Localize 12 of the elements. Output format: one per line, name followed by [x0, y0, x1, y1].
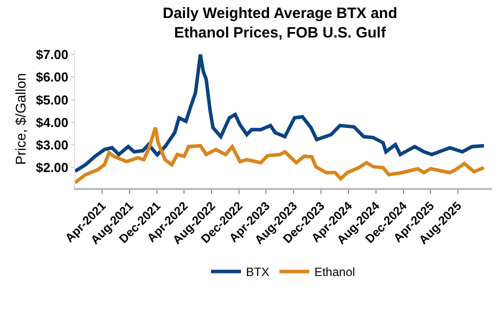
- legend-label: Ethanol: [314, 265, 356, 280]
- chart-title: Daily Weighted Average BTX and Ethanol Prices, FOB U.S. Gulf: [162, 5, 398, 42]
- y-axis-title: Price, $/Gallon: [12, 73, 28, 165]
- y-tick-label: $2.00: [36, 160, 68, 176]
- line-series: [75, 52, 486, 174]
- line-series: [75, 126, 486, 184]
- y-tick-label: $7.00: [36, 47, 68, 62]
- y-tick-label: $4.00: [36, 114, 68, 130]
- legend-label: BTX: [246, 265, 270, 280]
- y-tick-label: $6.00: [36, 70, 68, 85]
- y-tick-label: $3.00: [36, 138, 68, 153]
- y-tick-label: $5.00: [36, 92, 68, 108]
